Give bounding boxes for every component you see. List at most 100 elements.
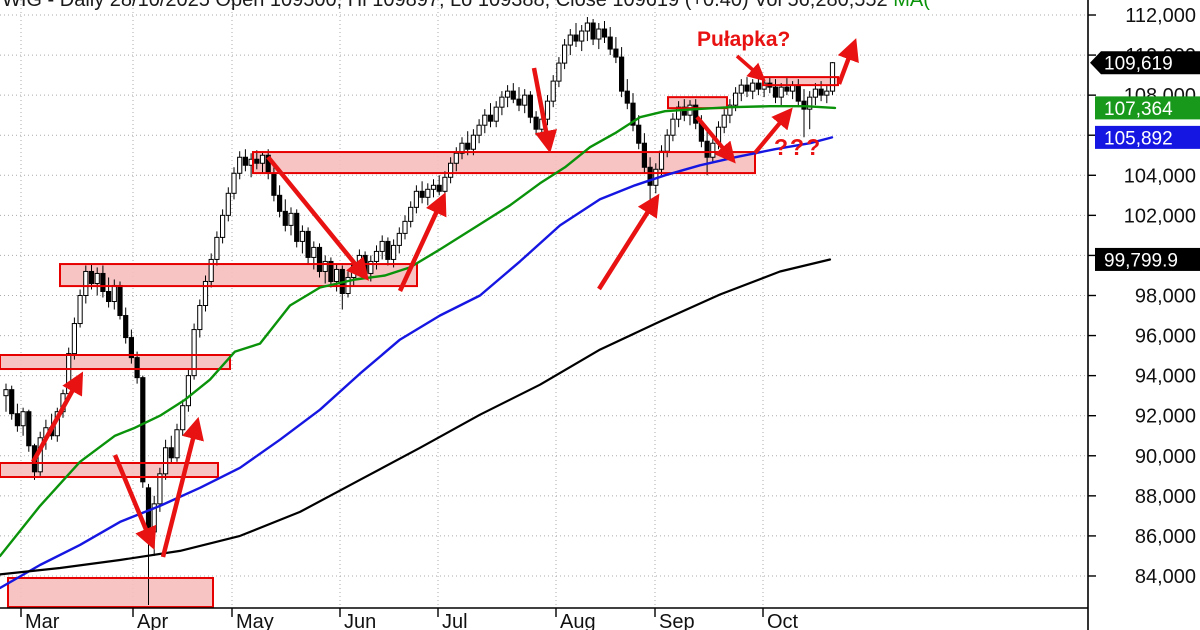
candle-body (664, 134, 670, 152)
supply-demand-zone-border (59, 263, 418, 288)
candle-body (544, 100, 551, 120)
candle-body (596, 28, 602, 40)
candle-body (505, 90, 511, 98)
candlestick-series (3, 17, 836, 606)
candle-body (778, 86, 784, 98)
candle-body (231, 172, 237, 194)
candle-body (607, 36, 613, 50)
ma-blue-mid (0, 136, 834, 590)
y-axis-label: 96,000 (1135, 326, 1196, 348)
trend-arrow (735, 54, 766, 82)
question-marks-annotation: ??? (774, 134, 823, 160)
candle-body (647, 166, 653, 186)
x-axis-label: Jul (442, 611, 468, 630)
price-tag (1095, 96, 1200, 120)
candle-body (14, 413, 20, 427)
candle-body (430, 184, 437, 190)
y-axis-label: 94,000 (1135, 366, 1196, 388)
candle-body (453, 152, 459, 164)
trap-annotation-text: Pułapka? (697, 28, 791, 51)
supply-demand-zone-border (7, 576, 214, 609)
candle-body (220, 214, 226, 238)
candle-body (20, 411, 26, 427)
candle-body (316, 246, 323, 272)
candle-body (824, 90, 830, 96)
candle-body (282, 210, 288, 226)
x-axis-label: May (236, 611, 274, 630)
candle-body (379, 240, 385, 252)
candle-body (772, 86, 779, 98)
candle-body (436, 184, 442, 192)
candle-body (94, 272, 100, 284)
candle-body (750, 82, 756, 92)
trend-arrow (397, 192, 447, 292)
candle-body (3, 389, 9, 397)
candle-body (163, 447, 169, 475)
candle-body (744, 84, 750, 92)
price-tag (1095, 125, 1200, 149)
candle-body (214, 236, 220, 260)
candle-body (807, 96, 813, 110)
trend-arrow (266, 155, 369, 281)
y-axis-label: 102,000 (1124, 205, 1196, 227)
candle-body (636, 124, 642, 144)
y-axis-label: 104,000 (1124, 165, 1196, 187)
x-axis-label: Sep (659, 611, 695, 630)
candle-body (83, 270, 89, 296)
candle-body (550, 80, 556, 102)
x-axis-label: Aug (560, 611, 596, 630)
x-axis-label: Oct (767, 611, 799, 630)
price-tags: 109,619 107,364 105,892 99,799.9 (1090, 51, 1200, 271)
candle-body (191, 329, 197, 377)
candle-body (590, 22, 596, 40)
price-tag (1095, 247, 1200, 271)
price-tag-pointer (1090, 51, 1200, 75)
candle-body (328, 260, 334, 282)
candle-body (334, 268, 340, 282)
candle-body (527, 94, 533, 118)
candle-body (676, 106, 682, 120)
trend-arrow (112, 454, 157, 550)
candle-body (168, 447, 174, 459)
candle-body (413, 190, 419, 208)
candle-body (140, 377, 146, 483)
candle-body (254, 158, 260, 164)
candle-body (601, 28, 608, 38)
candle-body (755, 82, 761, 90)
candle-body (294, 212, 300, 242)
candle-body (465, 142, 471, 150)
candle-body (522, 94, 528, 106)
y-axis-label: 84,000 (1135, 566, 1196, 588)
candle-body (721, 114, 727, 128)
candle-body (710, 142, 716, 158)
candle-body (818, 88, 824, 96)
candle-body (573, 34, 579, 42)
candle-body (658, 150, 665, 170)
candle-body (448, 162, 454, 178)
gridlines (0, 0, 1088, 608)
candle-body (619, 56, 625, 92)
candle-body (693, 104, 699, 124)
candle-body (670, 118, 676, 136)
candle-body (174, 429, 180, 459)
candle-body (242, 156, 249, 166)
supply-demand-zone-border (0, 461, 219, 479)
y-axis-label: 86,000 (1135, 526, 1196, 548)
x-axis-label: Apr (137, 611, 168, 630)
candle-body (157, 473, 163, 505)
x-axis-labels: Mar Apr May Jun Jul Aug Sep Oct (25, 611, 799, 630)
candle-body (442, 176, 448, 192)
candle-body (322, 260, 328, 272)
candle-body (373, 250, 380, 262)
trend-arrow (160, 416, 204, 558)
candle-body (134, 357, 140, 379)
candle-body (385, 240, 391, 260)
candle-body (180, 405, 186, 431)
y-axis-label: 98,000 (1135, 285, 1196, 307)
candle-body (630, 102, 636, 126)
candle-body (66, 353, 72, 395)
candle-body (579, 30, 585, 42)
candle-body (470, 134, 476, 150)
candle-body (111, 284, 117, 303)
